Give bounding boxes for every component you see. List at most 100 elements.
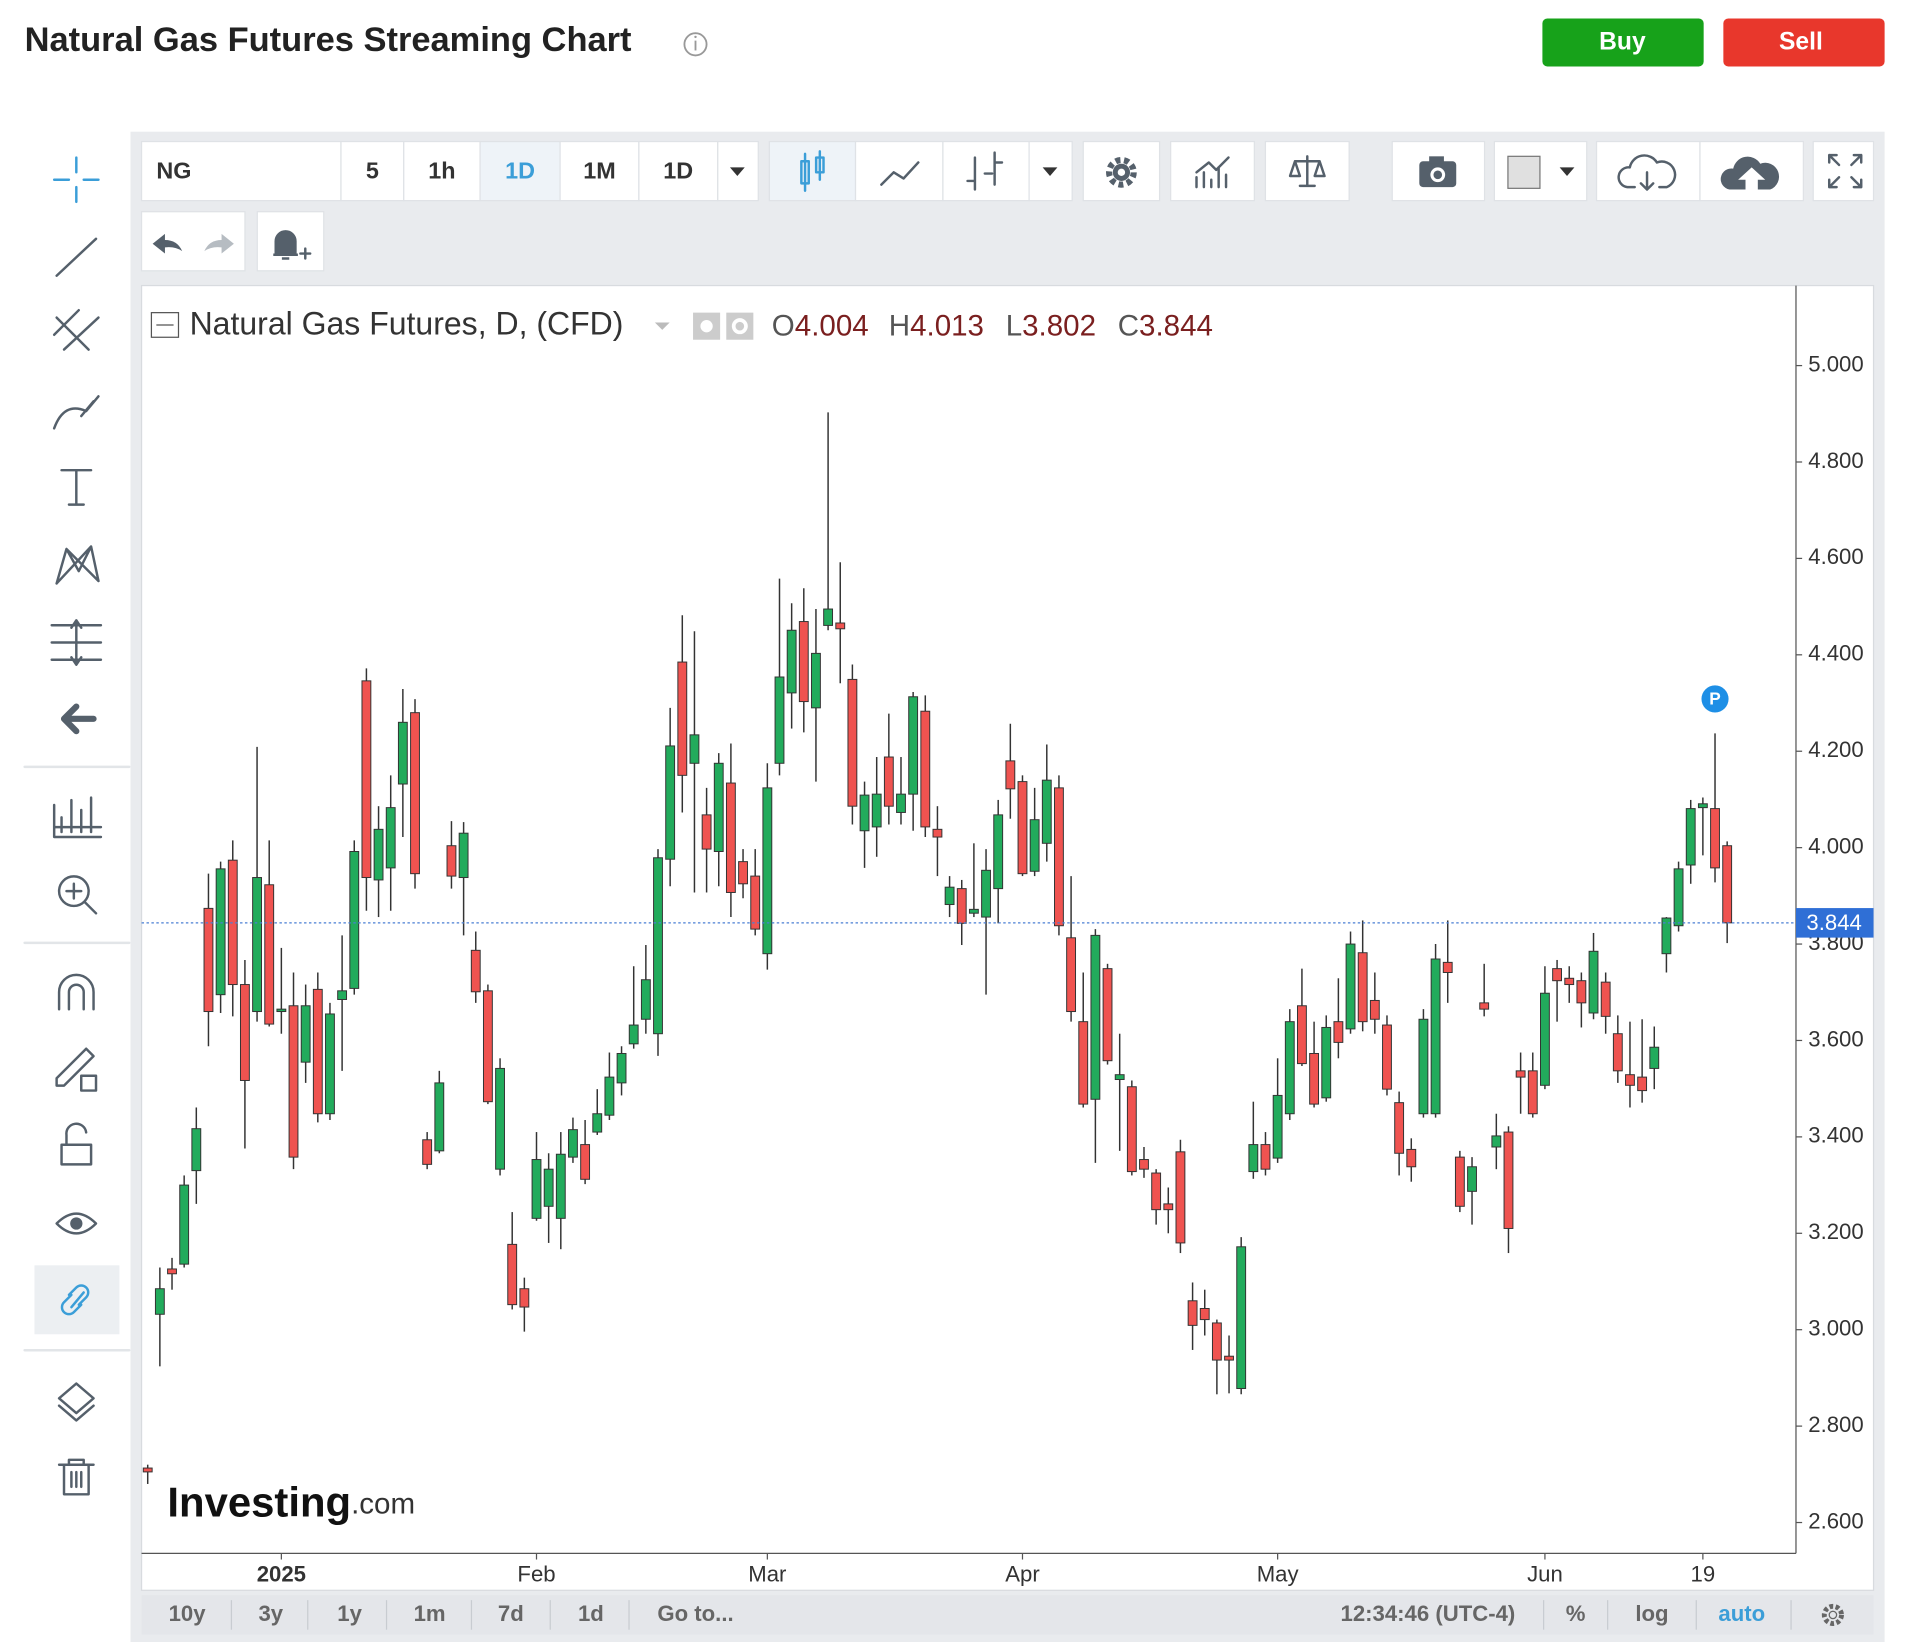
redo-icon[interactable] xyxy=(204,233,234,254)
candle-body xyxy=(1248,1144,1259,1173)
candle-body xyxy=(592,1113,603,1133)
layers-tool[interactable] xyxy=(57,1382,95,1422)
caret xyxy=(1559,167,1575,177)
interval-label[interactable]: 1M xyxy=(583,157,615,183)
candle-body xyxy=(1418,1018,1429,1115)
load-button[interactable] xyxy=(1595,140,1701,202)
interval-label[interactable]: 1D xyxy=(505,157,535,183)
chart-title: Natural Gas Futures, D, (CFD) xyxy=(190,306,624,342)
range-button[interactable]: 1m xyxy=(414,1601,446,1626)
ohlc-key: H xyxy=(889,309,910,342)
scale-option[interactable]: log xyxy=(1635,1601,1668,1626)
undo-icon[interactable] xyxy=(152,233,183,254)
candle-body xyxy=(1540,992,1550,1086)
candle-body xyxy=(944,886,955,906)
candle-body xyxy=(325,1013,335,1115)
candle-body xyxy=(312,988,323,1115)
sell-label[interactable]: Sell xyxy=(1779,29,1823,56)
ohlc-legend: O4.004 xyxy=(772,309,869,342)
unlock-tool[interactable] xyxy=(60,1122,93,1166)
interval-button[interactable] xyxy=(403,140,481,202)
candle-body xyxy=(373,828,384,881)
range-button[interactable]: 1d xyxy=(578,1601,604,1626)
symbol[interactable]: NG xyxy=(156,157,191,183)
indicators-button[interactable] xyxy=(1170,140,1255,202)
logo-suffix: .com xyxy=(351,1487,415,1520)
logo: Investing.com xyxy=(167,1478,415,1525)
text-tool[interactable] xyxy=(60,468,93,506)
range-button[interactable]: 1y xyxy=(337,1601,362,1626)
magnet-tool[interactable] xyxy=(57,973,95,1011)
candle-body xyxy=(203,907,214,1013)
buy-label[interactable]: Buy xyxy=(1599,29,1646,56)
study-settings-icon[interactable] xyxy=(726,312,754,340)
scale-option[interactable]: % xyxy=(1566,1601,1586,1626)
candle-type-button[interactable] xyxy=(768,140,857,202)
candle-body xyxy=(1722,845,1733,924)
candle-body xyxy=(422,1139,433,1165)
y-tick-label: 3.000 xyxy=(1808,1316,1863,1341)
event-marker[interactable] xyxy=(1701,685,1729,713)
candle-body xyxy=(276,1008,287,1013)
sell-button[interactable]: Sell xyxy=(1723,18,1885,67)
fib-tool[interactable] xyxy=(52,308,100,351)
x-tick-label: Feb xyxy=(517,1561,555,1586)
visibility-tool[interactable] xyxy=(55,1212,98,1235)
y-tick-label: 4.400 xyxy=(1808,641,1863,666)
candle-body xyxy=(823,608,834,626)
zoom-tool[interactable] xyxy=(57,875,98,915)
fullscreen-button[interactable] xyxy=(1812,140,1875,202)
ohlc-key: L xyxy=(1006,309,1022,342)
candle-body xyxy=(555,1153,566,1219)
candle-body xyxy=(1394,1102,1405,1154)
link-tool[interactable] xyxy=(60,1284,90,1316)
crosshair-tool[interactable] xyxy=(52,156,100,204)
range-button[interactable]: 10y xyxy=(169,1601,207,1626)
candle-body xyxy=(1333,1021,1344,1043)
x-tick-label: 19 xyxy=(1691,1561,1716,1586)
x-tick-label: Jun xyxy=(1527,1561,1563,1586)
candle-body xyxy=(689,734,700,764)
interval-button[interactable] xyxy=(638,140,719,202)
range-button[interactable]: 7d xyxy=(498,1601,524,1626)
back-tool[interactable] xyxy=(60,703,97,735)
buy-button[interactable]: Buy xyxy=(1542,18,1704,67)
event-marker-label[interactable]: P xyxy=(1709,689,1721,709)
candle-body xyxy=(191,1128,202,1172)
save-button[interactable] xyxy=(1699,140,1804,202)
scale-option[interactable]: auto xyxy=(1718,1601,1765,1626)
y-tick-label: 3.600 xyxy=(1808,1026,1863,1051)
settings-gear[interactable] xyxy=(1821,1603,1844,1626)
y-tick-label: 4.000 xyxy=(1808,833,1863,858)
interval-button[interactable] xyxy=(559,140,640,202)
candle-body xyxy=(1126,1086,1137,1173)
range-button[interactable]: Go to... xyxy=(657,1601,733,1626)
bar-type-button[interactable] xyxy=(942,140,1030,202)
range-button[interactable]: 3y xyxy=(258,1601,283,1626)
alert-icon xyxy=(273,230,298,260)
title-caret[interactable] xyxy=(654,322,670,330)
delete-tool[interactable] xyxy=(57,1458,95,1496)
candle-body xyxy=(1163,1203,1174,1211)
candle-body xyxy=(1479,1002,1490,1010)
lock-drawing-tool[interactable] xyxy=(55,1047,98,1092)
objects-tool[interactable] xyxy=(52,796,103,839)
candle-body xyxy=(1139,1159,1149,1170)
measure-tool[interactable] xyxy=(50,619,103,666)
indicators-icon xyxy=(1195,156,1230,189)
camera-icon xyxy=(1419,156,1457,188)
info-icon[interactable] xyxy=(683,32,708,57)
pattern-tool[interactable] xyxy=(55,545,100,585)
symbol-box[interactable] xyxy=(140,140,342,202)
interval-label[interactable]: 1D xyxy=(663,157,693,183)
candle-body xyxy=(1102,968,1113,1062)
y-tick-label: 4.600 xyxy=(1808,544,1863,569)
candle-body xyxy=(519,1288,530,1308)
candle-body xyxy=(1527,1070,1538,1115)
line-type-button[interactable] xyxy=(854,140,944,202)
interval-label[interactable]: 1h xyxy=(428,157,455,183)
interval-label[interactable]: 5 xyxy=(366,157,379,183)
brush-tool[interactable] xyxy=(52,395,100,430)
line-tool[interactable] xyxy=(55,237,98,277)
y-tick-label: 3.400 xyxy=(1808,1123,1863,1148)
